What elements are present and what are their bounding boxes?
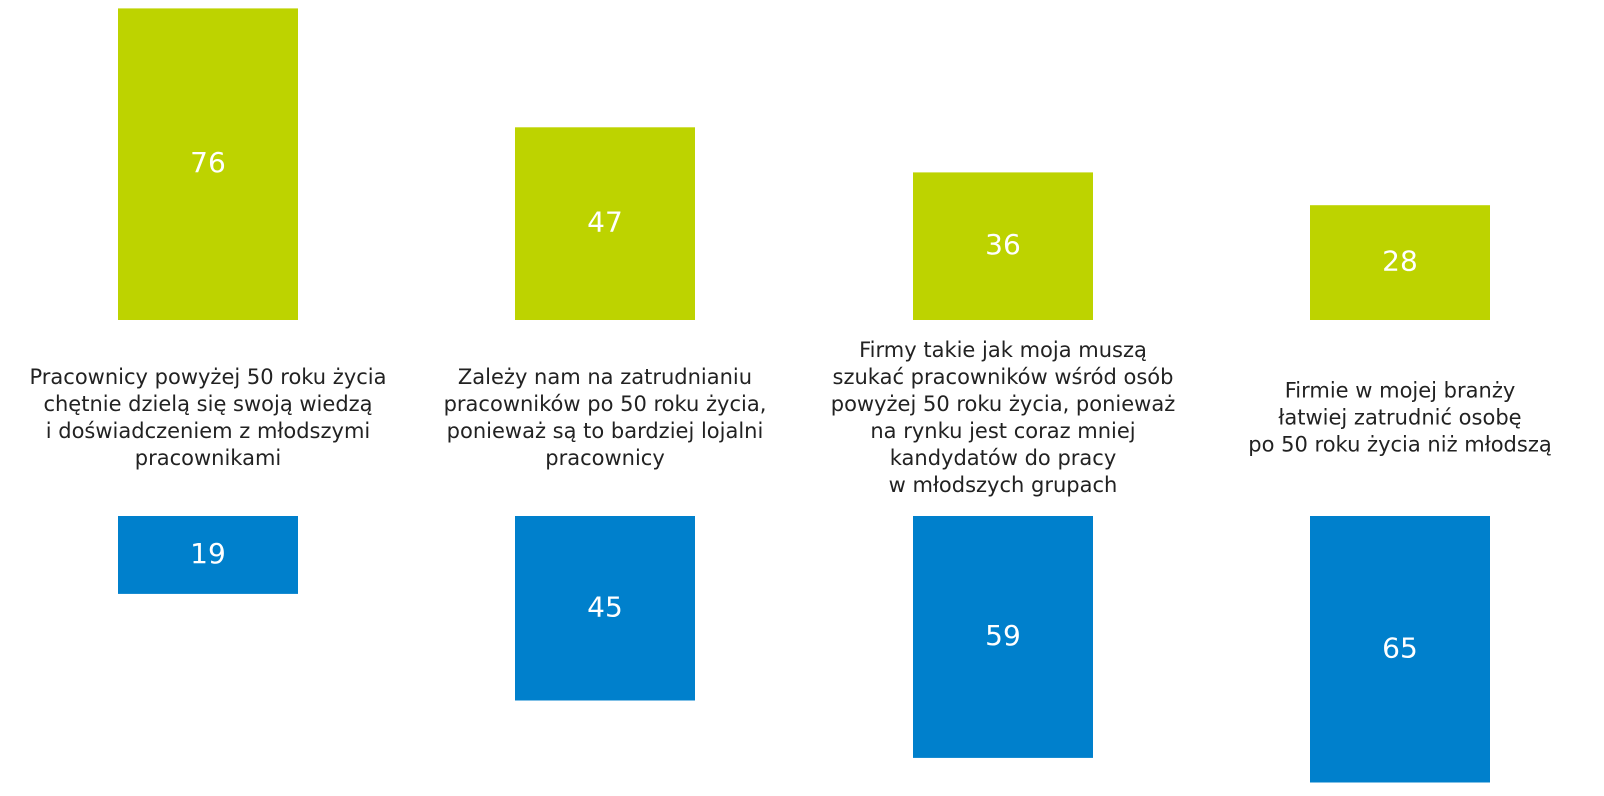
- value-label: 28: [1382, 245, 1418, 278]
- bar: [515, 127, 695, 320]
- value-label: 45: [587, 590, 623, 623]
- bar: [118, 8, 298, 321]
- value-label: 36: [985, 228, 1021, 261]
- bar: [1310, 516, 1490, 783]
- bar: [913, 172, 1093, 320]
- category-label: Firmy takie jak moja muszą szukać pracow…: [830, 338, 1176, 497]
- value-label: 47: [587, 206, 623, 239]
- bar: [913, 516, 1093, 758]
- bar: [1310, 205, 1490, 320]
- value-label: 65: [1382, 631, 1418, 664]
- category-label: Zależy nam na zatrudnianiu pracowników p…: [443, 365, 767, 470]
- value-label: 19: [190, 537, 226, 570]
- bar: [118, 516, 298, 594]
- category-label: Firmie w mojej branży łatwiej zatrudnić …: [1248, 378, 1552, 457]
- bar: [515, 516, 695, 701]
- category-label: Pracownicy powyżej 50 roku życia chętnie…: [29, 365, 387, 470]
- value-label: 59: [985, 619, 1021, 652]
- value-label: 76: [190, 146, 226, 179]
